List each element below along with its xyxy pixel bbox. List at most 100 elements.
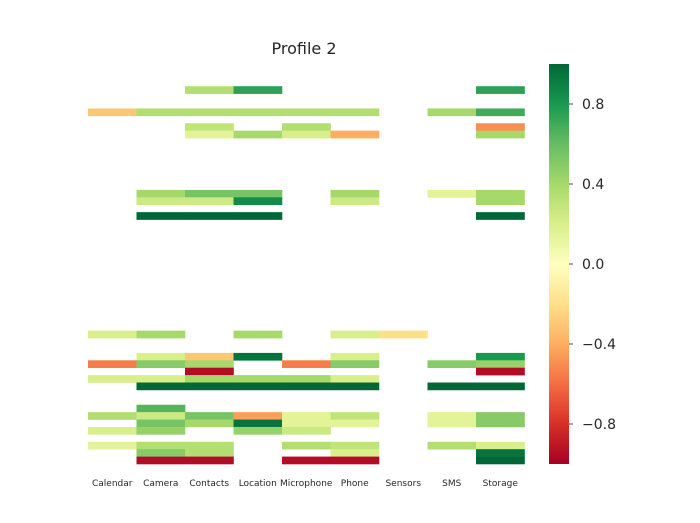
heatmap-cell — [330, 441, 380, 450]
heatmap-cell — [136, 404, 186, 413]
heatmap-cell — [427, 419, 477, 428]
heatmap-cell — [427, 441, 477, 450]
heatmap-cell — [330, 352, 380, 361]
colorbar-ticks: −0.8 −0.4 0.0 0.4 0.8 — [569, 97, 616, 433]
heatmap-cell — [330, 330, 380, 339]
heatmap-cell — [282, 375, 331, 383]
heatmap-cell — [185, 86, 234, 94]
heatmap-cell — [88, 375, 137, 383]
heatmap-cell — [330, 197, 380, 206]
heatmap-cell — [427, 189, 477, 198]
colorbar-tick-label: 0.4 — [582, 177, 604, 193]
heatmap-cell — [282, 419, 331, 428]
heatmap-cell — [282, 456, 331, 465]
heatmap-cell — [476, 108, 525, 117]
heatmap-cell — [185, 441, 234, 450]
heatmap-cell — [185, 123, 234, 131]
heatmap-cell — [185, 375, 234, 383]
heatmap-cell — [282, 412, 331, 420]
heatmap-cell — [476, 367, 525, 376]
heatmap-cell — [88, 441, 137, 450]
heatmap-cell — [476, 189, 525, 198]
heatmap-cell — [330, 456, 380, 465]
heatmap-cell — [185, 189, 234, 198]
heatmap-cell — [330, 189, 380, 198]
x-tick-label: Sensors — [385, 479, 421, 489]
heatmap-cell — [136, 412, 186, 420]
heatmap-cell — [476, 456, 525, 465]
heatmap-cell — [282, 426, 331, 435]
heatmap-cell — [136, 360, 186, 369]
heatmap-cell — [476, 449, 525, 457]
heatmap-cell — [185, 212, 234, 220]
heatmap-cell — [136, 426, 186, 435]
heatmap-cell — [88, 426, 137, 435]
heatmap-cell — [136, 382, 186, 391]
heatmap-cell — [330, 375, 380, 383]
heatmap-cell — [476, 123, 525, 131]
heatmap-cell — [476, 352, 525, 361]
heatmap-cell — [185, 108, 234, 117]
heatmap-cell — [330, 449, 380, 457]
heatmap-cell — [88, 108, 137, 117]
colorbar-tick-label: 0.0 — [582, 257, 604, 273]
colorbar — [549, 64, 569, 464]
x-tick-label: Phone — [341, 479, 369, 489]
heatmap-cell — [233, 108, 283, 117]
heatmap-cell — [233, 86, 283, 94]
heatmap-cell — [136, 419, 186, 428]
x-tick-label: SMS — [442, 479, 461, 489]
heatmap-cell — [185, 382, 234, 391]
heatmap-cell — [233, 382, 283, 391]
heatmap-cell — [427, 108, 477, 117]
heatmap-cell — [427, 412, 477, 420]
heatmap-cell — [185, 449, 234, 457]
heatmap-cell — [330, 412, 380, 420]
heatmap-cell — [330, 360, 380, 369]
heatmap-cell — [476, 360, 525, 369]
heatmap-cell — [379, 330, 428, 339]
colorbar-tick-label: 0.8 — [582, 97, 604, 113]
heatmap-cell — [476, 382, 525, 391]
heatmap-cell — [476, 412, 525, 420]
heatmap-cell — [476, 130, 525, 139]
heatmap-cell — [136, 352, 186, 361]
heatmap-cell — [476, 212, 525, 220]
x-tick-label: Calendar — [92, 479, 133, 489]
heatmap-cell — [136, 212, 186, 220]
heatmap-cell — [185, 197, 234, 206]
x-tick-label: Microphone — [280, 479, 333, 489]
heatmap-cell — [233, 412, 283, 420]
heatmap-cell — [185, 360, 234, 369]
x-tick-label: Contacts — [189, 479, 229, 489]
heatmap-cell — [136, 330, 186, 339]
x-tick-label: Camera — [143, 479, 178, 489]
heatmap-cell — [185, 130, 234, 139]
heatmap-cell — [282, 130, 331, 139]
x-tick-label: Location — [239, 479, 277, 489]
heatmap-cell — [233, 212, 283, 220]
heatmap-cell — [88, 360, 137, 369]
heatmap-cell — [476, 86, 525, 94]
heatmap-cell — [233, 375, 283, 383]
heatmap-cell — [136, 375, 186, 383]
heatmap-cell — [330, 382, 380, 391]
heatmap-cell — [282, 441, 331, 450]
heatmap-cells — [88, 86, 525, 465]
colorbar-tick-label: −0.4 — [582, 337, 616, 353]
heatmap-cell — [330, 108, 380, 117]
chart-title: Profile 2 — [271, 39, 336, 58]
heatmap-cell — [185, 456, 234, 465]
heatmap-cell — [136, 456, 186, 465]
heatmap-cell — [136, 108, 186, 117]
heatmap-cell — [233, 330, 283, 339]
heatmap-cell — [233, 419, 283, 428]
heatmap-cell — [427, 382, 477, 391]
heatmap-cell — [88, 412, 137, 420]
heatmap-cell — [282, 382, 331, 391]
heatmap-cell — [233, 352, 283, 361]
heatmap-cell — [282, 123, 331, 131]
heatmap-cell — [88, 330, 137, 339]
heatmap-cell — [136, 197, 186, 206]
